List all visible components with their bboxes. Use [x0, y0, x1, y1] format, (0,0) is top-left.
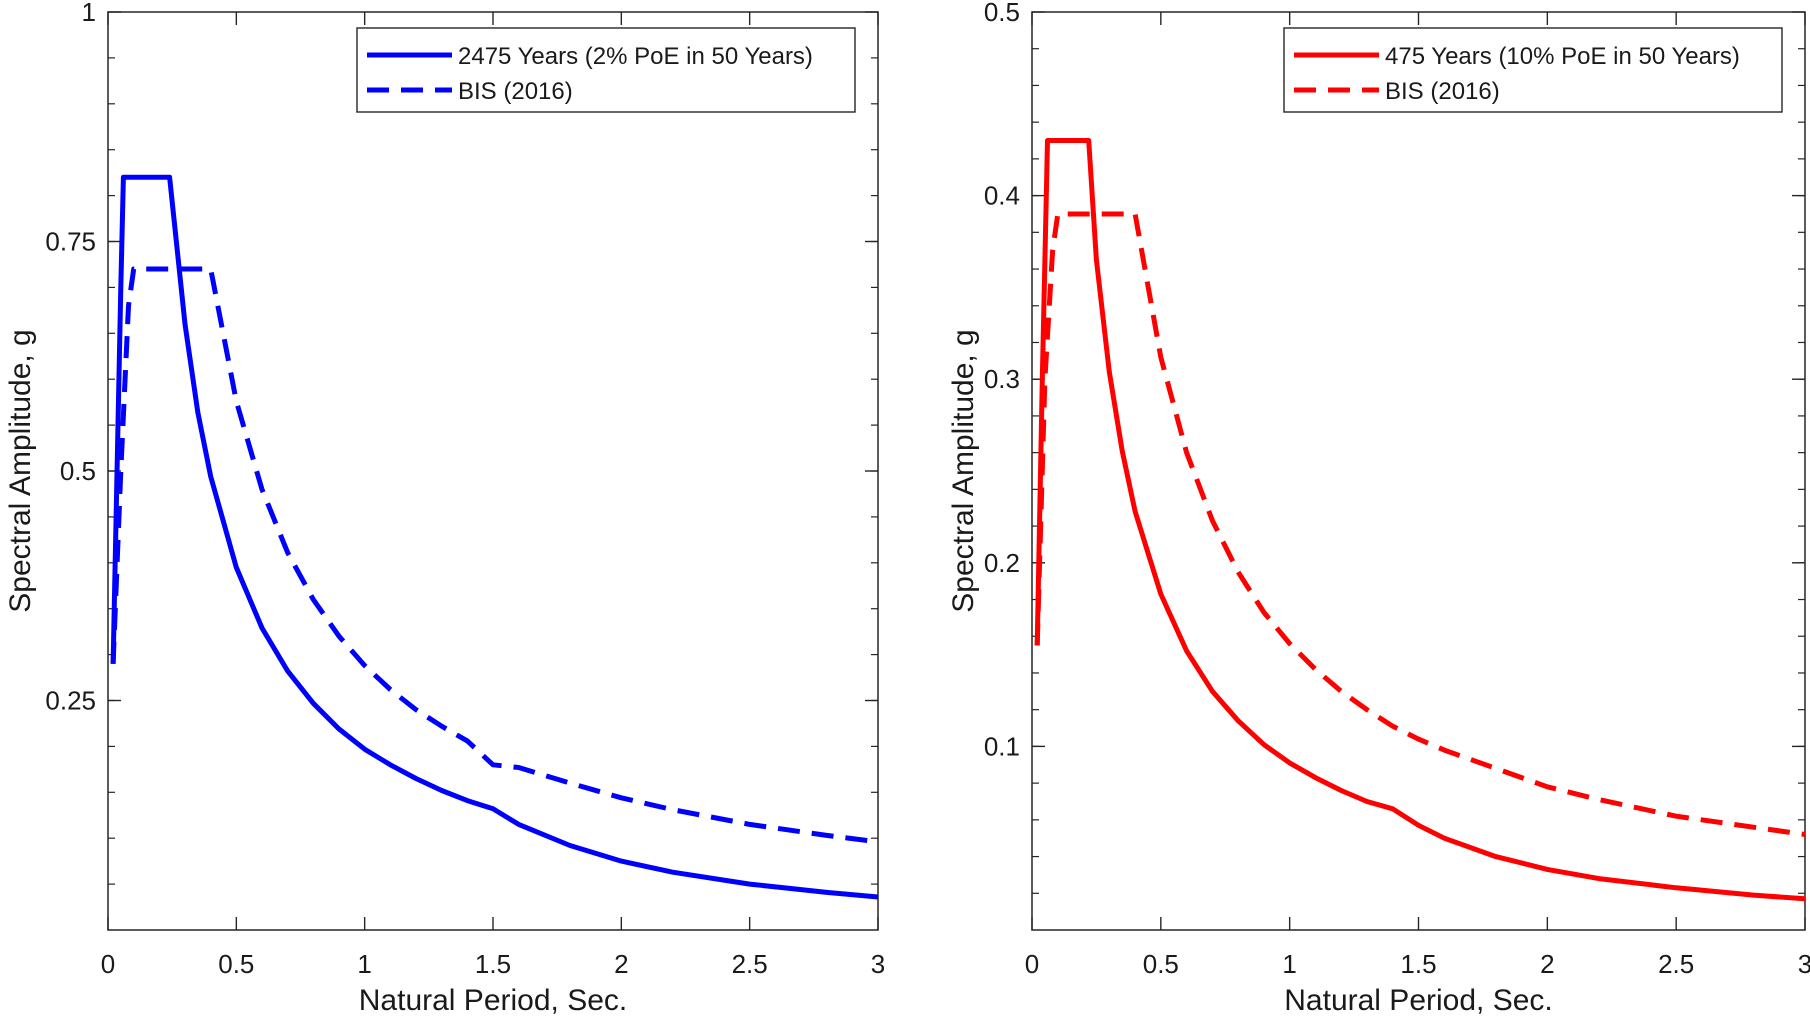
y-tick-label: 0.1: [984, 731, 1020, 761]
y-tick-label: 0.2: [984, 548, 1020, 578]
y-tick-label: 0.4: [984, 181, 1020, 211]
x-tick-label: 0: [101, 949, 115, 979]
x-tick-label: 0.5: [1143, 949, 1179, 979]
legend-box: [1283, 27, 1783, 113]
legend-label-1: BIS (2016): [1385, 78, 1500, 105]
chart-right: 0.1 0.2 0.3 0.4 0.5 0 0.5 1 1.5 2 2.5 3 Natural Peri…: [947, 0, 1810, 1017]
series-line-0: [1034, 138, 1806, 902]
legend-label-0: 475 Years (10% PoE in 50 Years): [1385, 43, 1740, 70]
legend-label-0: 2475 Years (2% PoE in 50 Years): [458, 43, 813, 70]
axes-frame: [1031, 11, 1806, 931]
y-tick-label: 1: [82, 0, 96, 27]
x-tick-label: 3: [871, 949, 885, 979]
series-line-0: [110, 174, 879, 900]
x-tick-label: 1.5: [1400, 949, 1436, 979]
x-tick-label: 1: [357, 949, 371, 979]
axes-frame: [107, 11, 879, 931]
series-line-1: [110, 266, 879, 845]
x-tick-label: 0.5: [218, 949, 254, 979]
y-tick-label: 0.5: [984, 0, 1020, 27]
series-line-1: [1034, 211, 1806, 837]
legend-box: [356, 27, 856, 113]
x-tick-label: 1: [1282, 949, 1296, 979]
y-tick-label: 0.3: [984, 364, 1020, 394]
x-tick-label: 3: [1798, 949, 1810, 979]
y-tick-label: 0.75: [45, 227, 96, 257]
x-axis-title: Natural Period, Sec.: [1284, 984, 1552, 1017]
x-tick-label: 2.5: [732, 949, 768, 979]
x-tick-label: 2: [614, 949, 628, 979]
x-tick-label: 2.5: [1658, 949, 1694, 979]
y-axis-title: Spectral Amplitude, g: [4, 329, 37, 613]
x-tick-label: 0: [1025, 949, 1039, 979]
y-axis-title: Spectral Amplitude, g: [947, 329, 980, 613]
x-tick-label: 2: [1540, 949, 1554, 979]
y-tick-label: 0.5: [60, 456, 96, 486]
y-tick-label: 0.25: [45, 686, 96, 716]
legend-label-1: BIS (2016): [458, 78, 573, 105]
chart-left: 0.25 0.5 0.75 1 0 0.5 1 1.5 2 2.5 3 Natural Period,…: [4, 0, 885, 1017]
x-tick-label: 1.5: [475, 949, 511, 979]
x-axis-title: Natural Period, Sec.: [359, 984, 627, 1017]
